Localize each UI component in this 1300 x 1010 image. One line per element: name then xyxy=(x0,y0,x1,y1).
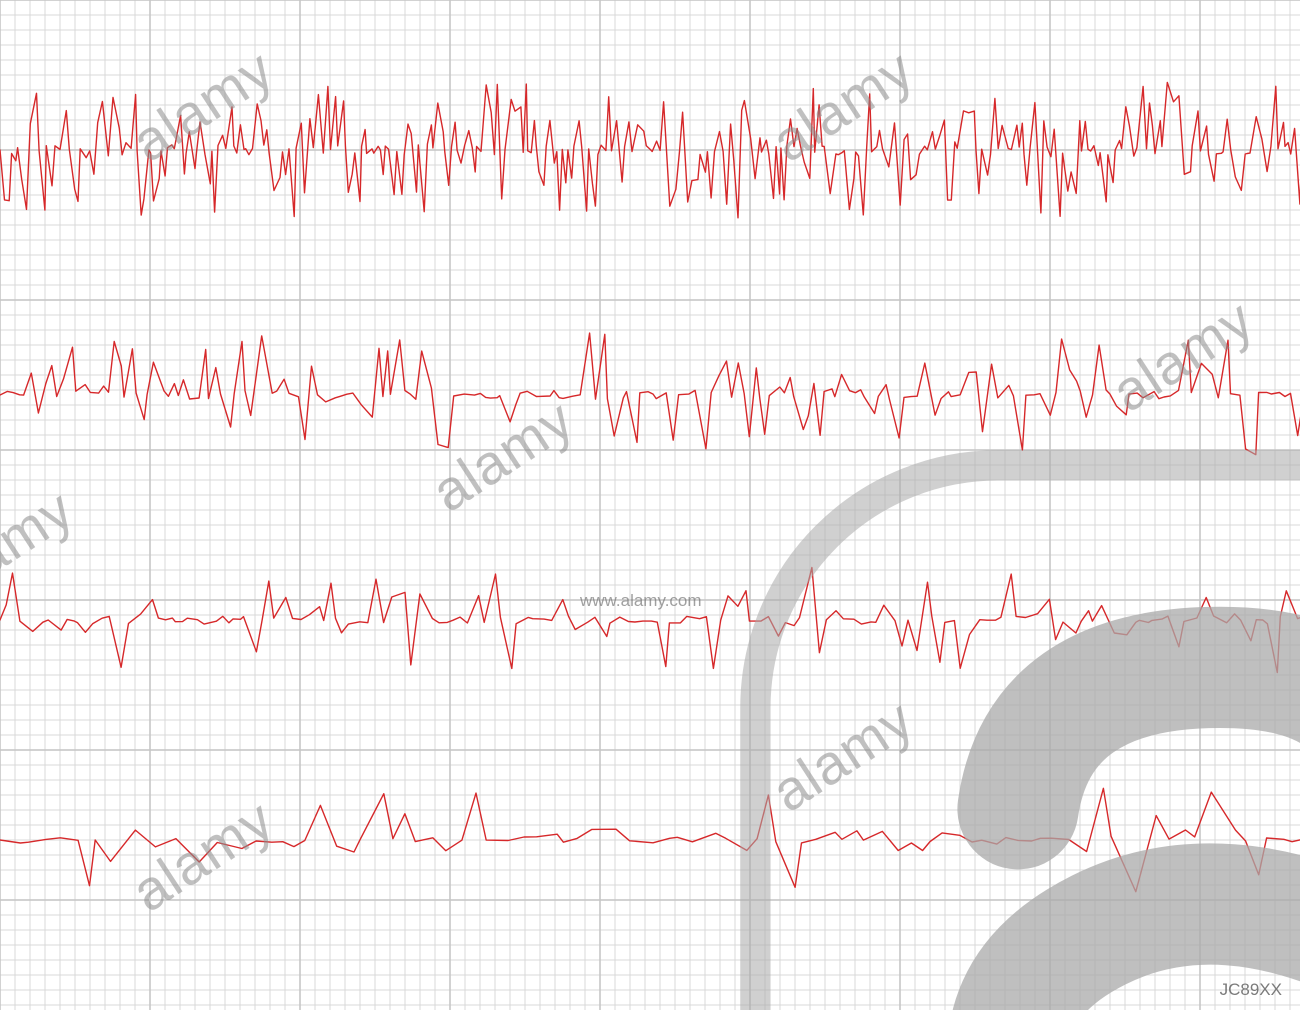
watermark-logo xyxy=(570,425,730,585)
ecg-chart: alamyalamyalamyalamyalamyalamyalamywww.a… xyxy=(0,0,1300,1010)
